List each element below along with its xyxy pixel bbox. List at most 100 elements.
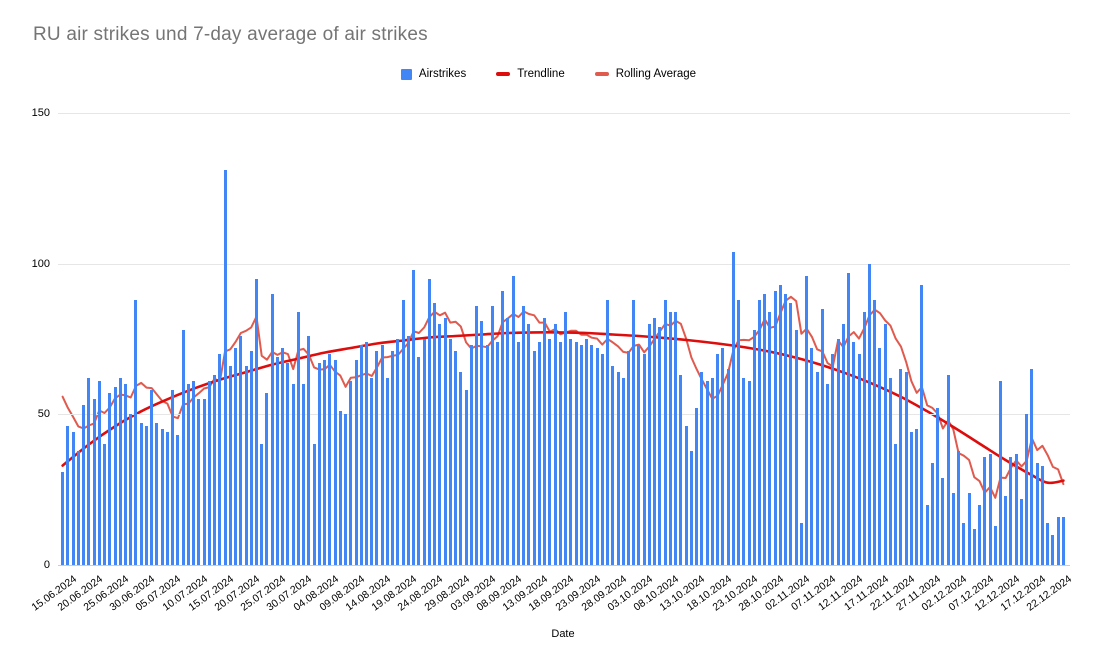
- airstrikes-bar: [1035, 462, 1039, 565]
- x-tick-label: 22.12.2024: [1024, 573, 1075, 614]
- airstrikes-bar: [291, 384, 295, 565]
- airstrikes-bar: [695, 408, 699, 565]
- airstrikes-bar: [365, 342, 369, 565]
- airstrikes-bar: [123, 384, 127, 565]
- airstrikes-bar: [794, 329, 798, 565]
- x-axis: 15.06.2024 20.06.2024 25.06.2024 30.06.2024…: [29, 569, 1074, 621]
- airstrikes-bar: [668, 311, 672, 565]
- legend-label-airstrikes: Airstrikes: [418, 68, 467, 80]
- airstrikes-bar: [181, 329, 185, 565]
- airstrikes-bar: [852, 342, 856, 565]
- airstrikes-bar: [805, 275, 809, 565]
- airstrikes-bar: [186, 384, 190, 565]
- airstrikes-bar: [380, 345, 384, 565]
- legend-item-rolling-average[interactable]: Rolling Average: [594, 68, 696, 80]
- airstrikes-bar: [532, 351, 536, 565]
- airstrikes-bar: [663, 299, 667, 565]
- airstrikes-bar: [223, 170, 227, 565]
- legend-item-trendline[interactable]: Trendline: [496, 68, 565, 80]
- airstrikes-bar: [616, 372, 620, 565]
- gridline-100: [58, 263, 1070, 265]
- airstrikes-bar: [501, 290, 505, 565]
- airstrikes-bar: [909, 432, 913, 565]
- airstrikes-bar: [972, 528, 976, 565]
- airstrikes-bar: [826, 384, 830, 565]
- airstrikes-bar: [590, 345, 594, 565]
- airstrikes-bar: [87, 378, 91, 565]
- airstrikes-bar: [464, 390, 468, 565]
- airstrikes-bar: [611, 366, 615, 565]
- airstrikes-bar: [1030, 369, 1034, 565]
- airstrikes-bar: [988, 453, 992, 565]
- airstrikes-bar: [443, 317, 447, 565]
- airstrikes-bar: [82, 405, 86, 565]
- airstrikes-bar: [1009, 456, 1013, 565]
- airstrikes-bar: [202, 399, 206, 565]
- airstrikes-bar: [742, 378, 746, 565]
- airstrikes-bar: [448, 339, 452, 565]
- airstrikes-bar: [904, 372, 908, 565]
- airstrikes-bar: [1014, 453, 1018, 565]
- airstrikes-bar: [537, 342, 541, 565]
- airstrikes-bar: [249, 351, 253, 565]
- airstrikes-bar: [1061, 516, 1065, 565]
- airstrikes-bar: [632, 299, 636, 565]
- airstrikes-bar: [254, 278, 258, 565]
- airstrikes-bar: [543, 317, 547, 565]
- airstrikes-bar: [511, 275, 515, 565]
- airstrikes-bar: [647, 323, 651, 565]
- airstrikes-bar: [637, 345, 641, 565]
- airstrikes-bar: [118, 378, 122, 565]
- airstrikes-bar: [716, 354, 720, 565]
- airstrikes-bar: [899, 369, 903, 565]
- airstrikes-bar: [480, 320, 484, 565]
- airstrikes-bar: [684, 426, 688, 565]
- airstrikes-bar: [213, 375, 217, 565]
- legend-label-trendline: Trendline: [517, 68, 565, 80]
- airstrikes-bar: [97, 381, 101, 565]
- airstrikes-bar: [459, 372, 463, 565]
- airstrikes-bar: [836, 339, 840, 565]
- plot-area[interactable]: [58, 113, 1070, 566]
- airstrikes-bar: [1019, 498, 1023, 565]
- airstrikes-bar: [857, 354, 861, 565]
- airstrikes-bar: [710, 378, 714, 565]
- airstrikes-bar: [841, 323, 845, 565]
- airstrikes-bar: [485, 345, 489, 565]
- airstrikes-bar: [103, 444, 107, 565]
- airstrikes-bar: [296, 311, 300, 565]
- airstrikes-bar: [417, 357, 421, 565]
- airstrikes-bar: [962, 522, 966, 565]
- airstrikes-bar: [134, 299, 138, 565]
- legend-item-airstrikes[interactable]: Airstrikes: [400, 68, 467, 80]
- chart-title: RU air strikes und 7-day average of air …: [33, 24, 428, 45]
- airstrikes-bar: [71, 432, 75, 565]
- airstrikes-bar: [941, 477, 945, 565]
- airstrikes-bar: [354, 360, 358, 565]
- airstrikes-bar: [506, 317, 510, 565]
- airstrikes-bar: [207, 381, 211, 565]
- airstrikes-bar: [228, 366, 232, 565]
- airstrikes-bar: [946, 375, 950, 565]
- airstrikes-bar: [302, 384, 306, 565]
- airstrikes-bar: [61, 471, 65, 565]
- airstrikes-bar: [328, 354, 332, 565]
- airstrikes-bar: [454, 351, 458, 565]
- airstrikes-bar: [768, 311, 772, 565]
- y-tick-label-0: 0: [43, 559, 50, 571]
- airstrikes-bar: [234, 348, 238, 565]
- airstrikes-bar: [522, 305, 526, 565]
- airstrikes-bar: [553, 323, 557, 565]
- airstrikes-bar: [600, 354, 604, 565]
- airstrikes-bar: [1004, 495, 1008, 565]
- airstrikes-bar: [427, 278, 431, 565]
- airstrikes-bar: [831, 354, 835, 565]
- airstrikes-bar: [1051, 534, 1055, 565]
- airstrikes-bar: [1056, 516, 1060, 565]
- airstrikes-bar: [784, 293, 788, 565]
- airstrikes-bar: [197, 399, 201, 565]
- y-tick-label-150: 150: [31, 107, 50, 119]
- airstrikes-bar: [778, 284, 782, 565]
- airstrikes-bar: [171, 390, 175, 565]
